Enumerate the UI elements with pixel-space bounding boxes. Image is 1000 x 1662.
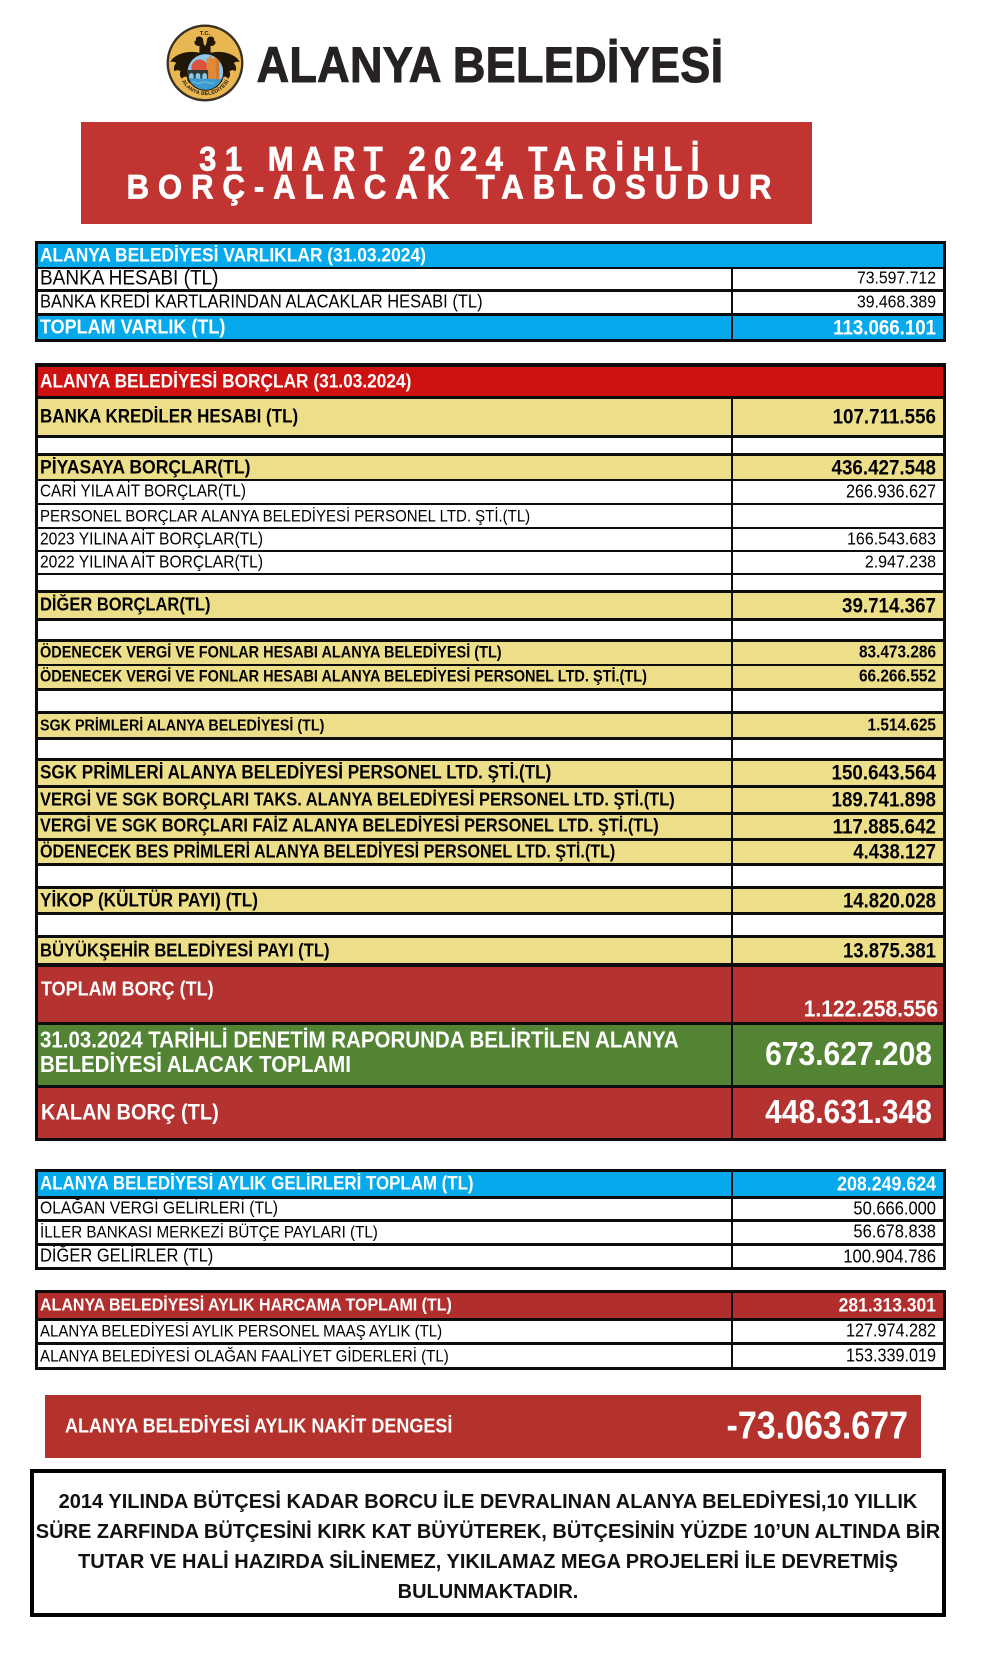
svg-text:T.C.: T.C. xyxy=(200,31,211,37)
